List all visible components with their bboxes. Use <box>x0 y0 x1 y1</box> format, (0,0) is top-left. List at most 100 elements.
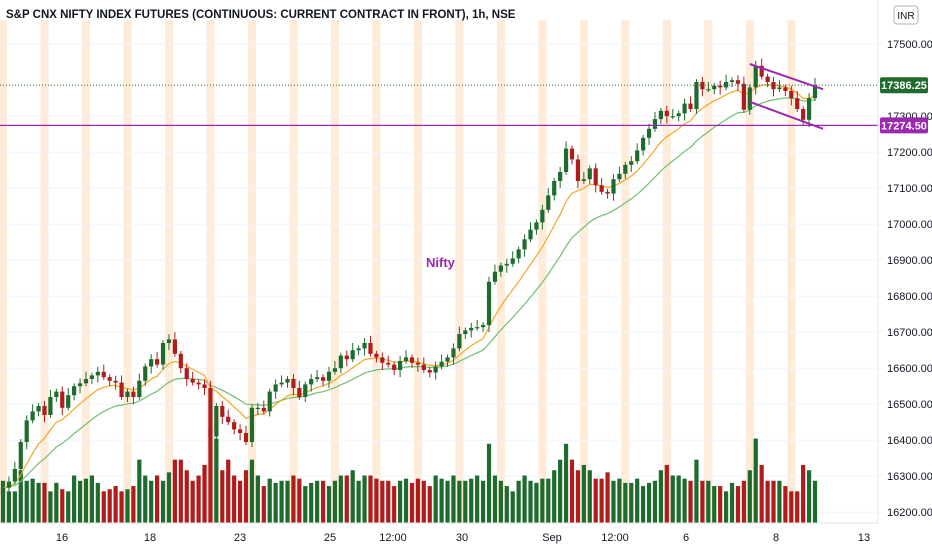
candle-body[interactable] <box>101 371 106 378</box>
candle-body[interactable] <box>220 406 225 417</box>
candle-body[interactable] <box>599 185 604 192</box>
candle-body[interactable] <box>552 181 557 196</box>
candle-body[interactable] <box>255 407 260 409</box>
candle-body[interactable] <box>172 339 177 354</box>
candle-body[interactable] <box>36 406 41 412</box>
candle-body[interactable] <box>113 380 118 383</box>
candle-body[interactable] <box>60 391 65 408</box>
candle-body[interactable] <box>540 209 545 223</box>
candle-body[interactable] <box>143 366 148 381</box>
candle-body[interactable] <box>801 109 806 120</box>
candle-body[interactable] <box>593 168 598 186</box>
candle-body[interactable] <box>392 364 397 370</box>
candle-body[interactable] <box>664 110 669 117</box>
candle-body[interactable] <box>528 229 533 240</box>
candle-body[interactable] <box>137 380 142 397</box>
candle-body[interactable] <box>516 249 521 259</box>
candle-body[interactable] <box>386 362 391 365</box>
candle-body[interactable] <box>587 168 592 180</box>
candle-body[interactable] <box>427 370 432 373</box>
candle-body[interactable] <box>498 265 503 272</box>
candle-body[interactable] <box>635 150 640 162</box>
candle-body[interactable] <box>433 366 438 373</box>
candle-body[interactable] <box>735 80 741 84</box>
candle-body[interactable] <box>18 442 23 469</box>
candle-body[interactable] <box>48 397 53 415</box>
candle-body[interactable] <box>605 191 610 194</box>
candle-body[interactable] <box>66 395 71 408</box>
last-price-tag[interactable]: 17386.25 <box>880 77 928 94</box>
candle-body[interactable] <box>202 384 207 388</box>
candle-body[interactable] <box>291 379 296 388</box>
candle-body[interactable] <box>267 391 272 412</box>
candle-body[interactable] <box>315 377 320 379</box>
candle-body[interactable] <box>285 379 290 383</box>
candle-body[interactable] <box>421 364 426 370</box>
candle-body[interactable] <box>77 383 83 387</box>
candle-body[interactable] <box>95 371 100 376</box>
candle-body[interactable] <box>575 159 581 181</box>
currency-badge[interactable] <box>893 5 919 25</box>
candle-body[interactable] <box>89 375 95 379</box>
candle-body[interactable] <box>362 343 367 349</box>
candle-body[interactable] <box>24 420 29 442</box>
candle-body[interactable] <box>617 173 622 180</box>
candle-body[interactable] <box>12 469 17 482</box>
candle-body[interactable] <box>445 357 450 362</box>
candle-body[interactable] <box>765 76 770 82</box>
nifty-annotation[interactable]: Nifty <box>426 255 456 270</box>
candle-body[interactable] <box>368 343 373 354</box>
candle-body[interactable] <box>682 103 687 114</box>
candle-body[interactable] <box>403 357 409 361</box>
candle-body[interactable] <box>309 379 314 385</box>
candle-body[interactable] <box>119 382 124 397</box>
candle-body[interactable] <box>486 281 492 325</box>
candle-body[interactable] <box>729 80 735 82</box>
candle-body[interactable] <box>658 110 663 120</box>
candle-body[interactable] <box>569 148 575 160</box>
level-tag[interactable]: 17274.50 <box>880 117 928 134</box>
candle-body[interactable] <box>160 343 166 365</box>
candle-body[interactable] <box>155 359 160 365</box>
candle-body[interactable] <box>178 353 183 369</box>
candle-body[interactable] <box>741 83 746 110</box>
candle-body[interactable] <box>30 411 35 421</box>
candle-body[interactable] <box>771 82 776 90</box>
candle-body[interactable] <box>546 195 551 210</box>
candle-body[interactable] <box>718 85 723 88</box>
candle-body[interactable] <box>344 355 349 360</box>
candle-body[interactable] <box>646 128 652 138</box>
candle-body[interactable] <box>475 327 480 329</box>
candle-body[interactable] <box>332 368 338 372</box>
candle-body[interactable] <box>226 416 231 423</box>
candle-body[interactable] <box>149 359 154 367</box>
candle-body[interactable] <box>166 339 172 343</box>
candle-body[interactable] <box>237 429 243 433</box>
candle-body[interactable] <box>350 350 355 360</box>
candle-body[interactable] <box>795 98 800 109</box>
candle-body[interactable] <box>196 382 201 385</box>
candle-body[interactable] <box>380 357 385 363</box>
candle-body[interactable] <box>398 361 403 370</box>
candle-body[interactable] <box>107 377 112 381</box>
candle-body[interactable] <box>469 327 474 331</box>
candlesticks[interactable] <box>0 58 818 500</box>
candle-body[interactable] <box>789 91 794 99</box>
candle-body[interactable] <box>504 263 509 266</box>
candle-body[interactable] <box>611 179 616 194</box>
candle-body[interactable] <box>747 87 752 110</box>
candle-body[interactable] <box>326 371 332 381</box>
candle-body[interactable] <box>806 98 812 120</box>
candle-body[interactable] <box>777 87 782 90</box>
channel-lower-line[interactable] <box>749 100 824 130</box>
candle-body[interactable] <box>534 222 539 230</box>
candle-body[interactable] <box>125 391 130 397</box>
candle-body[interactable] <box>6 481 12 488</box>
candle-body[interactable] <box>232 422 237 430</box>
candle-body[interactable] <box>641 137 646 151</box>
candle-body[interactable] <box>652 119 658 129</box>
candle-body[interactable] <box>190 379 195 383</box>
candle-body[interactable] <box>214 406 219 437</box>
